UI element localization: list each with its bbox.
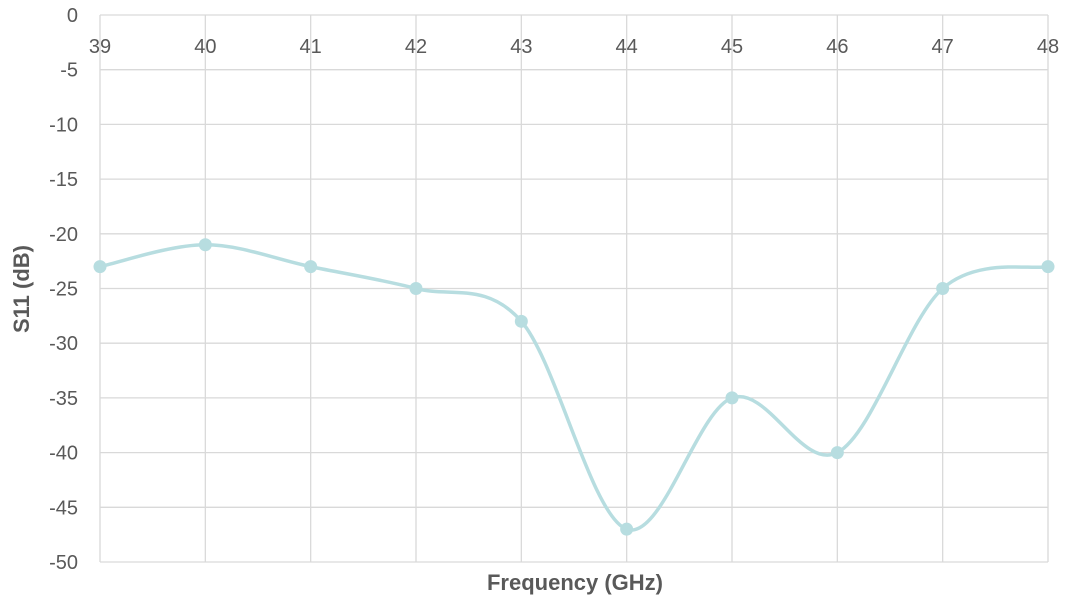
y-tick-label: -35 [49, 388, 78, 410]
x-tick-label: 42 [405, 36, 427, 58]
data-point [620, 522, 634, 536]
data-point [409, 282, 423, 295]
x-tick-label: 47 [932, 36, 954, 58]
x-tick-label: 40 [194, 36, 216, 58]
x-tick-label: 41 [300, 36, 322, 58]
y-tick-label: -45 [49, 497, 78, 519]
y-tick-label: -25 [49, 279, 78, 301]
y-tick-label: -40 [49, 443, 78, 465]
y-tick-label: -5 [60, 60, 78, 82]
y-tick-label: -30 [49, 333, 78, 355]
y-tick-label: 0 [67, 5, 78, 27]
data-point [514, 314, 528, 328]
x-tick-label: 39 [89, 36, 111, 58]
y-tick-label: -50 [49, 552, 78, 574]
y-tick-labels: 0 -5 -10 -15 -20 -25 -30 -35 -40 -45 -50 [49, 5, 78, 574]
y-tick-label: -20 [49, 224, 78, 246]
y-axis-title: S11 (dB) [9, 245, 34, 333]
grid [99, 14, 1049, 563]
data-point [93, 260, 107, 274]
data-point [304, 260, 318, 274]
series-group [93, 238, 1055, 536]
x-tick-label: 43 [510, 36, 532, 58]
y-tick-label: -15 [49, 169, 78, 191]
data-point [830, 446, 844, 460]
data-point [1041, 260, 1055, 274]
data-point [936, 282, 950, 295]
x-tick-label: 46 [826, 36, 848, 58]
x-axis-title: Frequency (GHz) [487, 570, 663, 595]
x-tick-labels: 39 40 41 42 43 44 45 46 47 48 [89, 36, 1059, 58]
series-line [99, 242, 1049, 532]
data-point [198, 238, 212, 252]
data-point [725, 391, 739, 405]
y-tick-label: -10 [49, 114, 78, 136]
x-tick-label: 44 [616, 36, 638, 58]
x-tick-label: 45 [721, 36, 743, 58]
x-tick-label: 48 [1037, 36, 1059, 58]
